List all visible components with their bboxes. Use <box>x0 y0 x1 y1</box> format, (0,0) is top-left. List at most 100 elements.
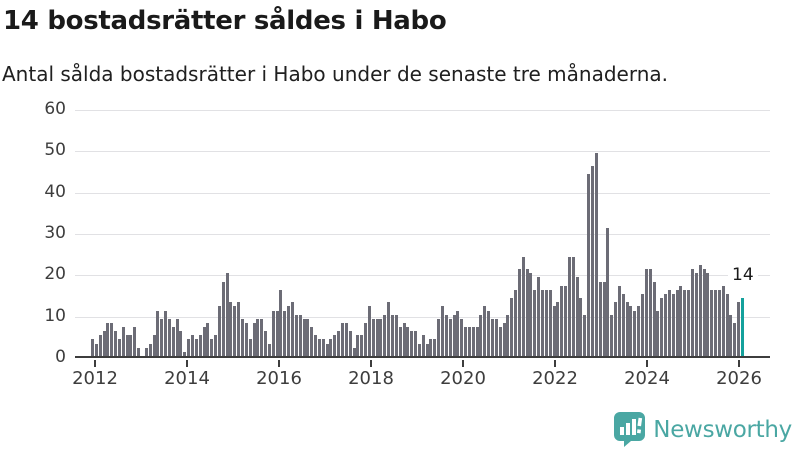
gridline-y-10 <box>75 316 770 318</box>
bar-month <box>698 265 702 356</box>
x-axis-tick-label: 2026 <box>716 368 762 389</box>
gridline-y-60 <box>75 110 770 111</box>
bar-month <box>152 335 156 356</box>
bar-month <box>94 343 98 356</box>
bar-month <box>610 314 614 356</box>
bar-month <box>498 327 502 356</box>
brand-logo: Newsworthy <box>614 412 792 447</box>
bar-month <box>483 306 487 356</box>
bar-month <box>594 153 598 356</box>
y-axis-tick-label: 10 <box>44 305 66 326</box>
bar-month <box>375 318 379 356</box>
bar-month <box>706 273 710 356</box>
bar-month <box>156 310 160 356</box>
bar-month <box>356 335 360 356</box>
bar-month <box>290 302 294 356</box>
bar-month <box>448 318 452 356</box>
bar-month <box>171 327 175 356</box>
y-axis-tick-label: 20 <box>44 264 66 285</box>
bar-month <box>567 256 571 356</box>
bar-month <box>633 310 637 356</box>
bar-month <box>340 322 344 356</box>
bar-month <box>190 335 194 356</box>
bar-month <box>214 335 218 356</box>
y-axis-tick-label: 60 <box>44 99 66 119</box>
y-axis-tick-label: 40 <box>44 181 66 202</box>
bar-month <box>298 314 302 356</box>
bar-month <box>587 174 591 356</box>
bar-month <box>556 302 560 356</box>
bar-month <box>402 322 406 356</box>
bar-month <box>317 339 321 356</box>
bar-month <box>106 322 110 356</box>
bar-month <box>233 306 237 356</box>
bar-month <box>102 331 106 356</box>
bar-month <box>725 294 729 356</box>
bar-month <box>729 314 733 356</box>
bar-month <box>714 289 718 356</box>
bar-month <box>429 339 433 356</box>
x-axis-tick-label: 2016 <box>256 368 302 389</box>
bar-month <box>325 343 329 356</box>
bar-month <box>456 310 460 356</box>
bar-month <box>360 335 364 356</box>
gridline-y-30 <box>75 234 770 235</box>
bar-month <box>187 339 191 356</box>
bar-month <box>579 298 583 356</box>
bar-month <box>540 289 544 356</box>
bar-month <box>160 318 164 356</box>
bar-month <box>367 306 371 356</box>
bar-month <box>517 269 521 356</box>
bar-month <box>306 318 310 356</box>
bar-month <box>675 289 679 356</box>
bar-month <box>644 269 648 356</box>
x-axis-tick <box>462 360 464 367</box>
bar-month <box>571 256 575 356</box>
bar-latest-month <box>740 298 744 356</box>
bar-month <box>314 335 318 356</box>
bar-month <box>656 310 660 356</box>
y-axis-tick-label: 30 <box>44 223 66 243</box>
x-axis-tick-label: 2012 <box>72 368 118 389</box>
bar-month <box>202 327 206 356</box>
bar-month <box>210 339 214 356</box>
bar-month <box>598 281 602 356</box>
bar-month <box>421 335 425 356</box>
x-axis-tick <box>278 360 280 367</box>
bar-month <box>444 314 448 356</box>
bar-month <box>737 302 741 356</box>
bar-month <box>240 318 244 356</box>
bar-month <box>348 331 352 356</box>
bar-month <box>352 347 356 356</box>
bar-month <box>521 256 525 356</box>
x-axis-tick <box>186 360 188 367</box>
bar-month <box>371 318 375 356</box>
gridline-y-50 <box>75 151 770 153</box>
bar-month <box>590 165 594 356</box>
bar-month <box>440 306 444 356</box>
bar-month <box>648 269 652 356</box>
bar-month <box>671 294 675 356</box>
bar-month <box>452 314 456 356</box>
bar-month <box>506 314 510 356</box>
bar-month <box>494 318 498 356</box>
bar-month <box>229 302 233 356</box>
bar-month <box>110 322 114 356</box>
bar-month <box>717 289 721 356</box>
bar-month <box>225 273 229 356</box>
bar-month <box>398 327 402 356</box>
bar-month <box>260 318 264 356</box>
bar-month <box>410 331 414 356</box>
bar-month <box>548 289 552 356</box>
bar-month <box>625 302 629 356</box>
bar-month <box>91 339 94 356</box>
chart-title: 14 bostadsrätter såldes i Habo <box>3 6 447 36</box>
bar-month <box>364 322 368 356</box>
bar-month <box>529 273 533 356</box>
bar-month <box>287 306 291 356</box>
bar-month <box>129 335 133 356</box>
bar-month <box>121 327 125 356</box>
bar-month <box>344 322 348 356</box>
bar-month <box>510 298 514 356</box>
bar-month <box>667 289 671 356</box>
